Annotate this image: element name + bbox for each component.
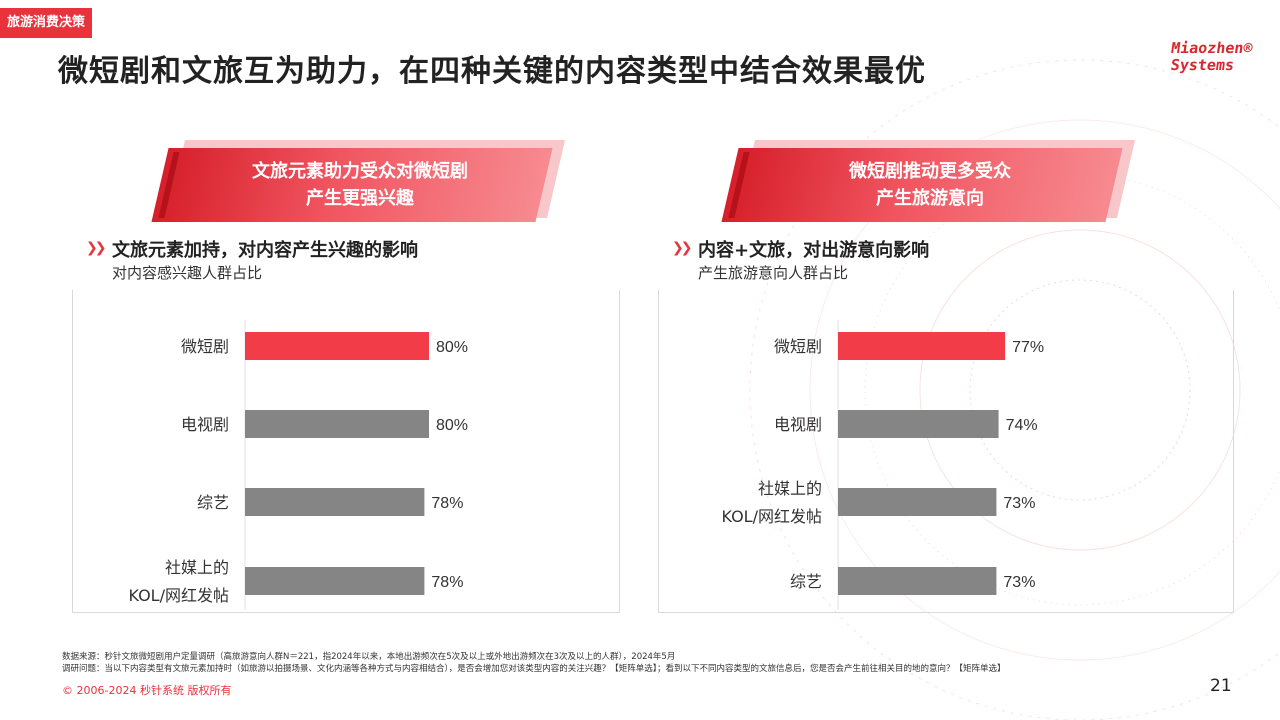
right-chart-value-label-1: 74% xyxy=(1006,417,1038,434)
right-chart-category-label-1: 电视剧 xyxy=(774,415,822,434)
miaozhen-logo: Miaozhen® Systems xyxy=(1168,39,1254,74)
left-chart-category-label-1: 电视剧 xyxy=(181,415,229,434)
left-bar-chart: 80% 微短剧 80% 电视剧 78% 综艺 78% 社媒上的 KOL/网红发帖 xyxy=(128,320,468,610)
left-chart-bar-1 xyxy=(245,410,429,438)
right-chart-bar-1 xyxy=(838,410,999,438)
right-chart-category-label-2: 社媒上的 KOL/网红发帖 xyxy=(721,479,822,526)
logo-line-1: Miaozhen® xyxy=(1170,39,1254,57)
right-chart-category-label-3: 综艺 xyxy=(790,572,822,591)
left-chart-category-label-2: 综艺 xyxy=(197,493,229,512)
left-chart-category-label-0: 微短剧 xyxy=(181,337,229,356)
logo-line-2: Systems xyxy=(1169,56,1236,74)
left-banner-line-2: 产生更强兴趣 xyxy=(306,188,414,209)
right-chart-value-label-0: 77% xyxy=(1012,339,1044,356)
left-chart-value-label-2: 78% xyxy=(431,495,463,512)
data-source-note: 数据来源：秒针文旅微短剧用户定量调研（高旅游意向人群N＝221，指2024年以来… xyxy=(62,652,676,662)
page-number: 21 xyxy=(1210,676,1232,696)
copyright: © 2006-2024 秒针系统 版权所有 xyxy=(62,684,232,697)
right-chart-bar-3 xyxy=(838,567,997,595)
left-chart-bar-0 xyxy=(245,332,429,360)
right-bar-chart: 77% 微短剧 74% 电视剧 73% 社媒上的 KOL/网红发帖 73% 综艺 xyxy=(721,320,1044,610)
right-banner: 微短剧推动更多受众 产生旅游意向 xyxy=(721,140,1136,228)
left-chart-bar-3 xyxy=(245,567,425,595)
left-chart-bar-2 xyxy=(245,488,425,516)
left-chart-category-label-3: 社媒上的 KOL/网红发帖 xyxy=(128,558,229,605)
left-chart-value-label-1: 80% xyxy=(436,417,468,434)
right-chart-subheading: 产生旅游意向人群占比 xyxy=(698,264,849,282)
left-chart-value-label-0: 80% xyxy=(436,339,468,356)
left-banner-line-1: 文旅元素助力受众对微短剧 xyxy=(252,161,468,182)
right-chart-value-label-2: 73% xyxy=(1003,495,1035,512)
section-tag: 旅游消费决策 xyxy=(0,8,92,38)
right-chart-bar-2 xyxy=(838,488,997,516)
left-chart-panel xyxy=(72,290,620,613)
right-chart-category-label-0: 微短剧 xyxy=(774,337,822,356)
right-chart-bar-0 xyxy=(838,332,1006,360)
right-chart-heading: 内容+文旅，对出游意向影响 xyxy=(698,240,930,261)
survey-question-note: 调研问题：当以下内容类型有文旅元素加持时（如旅游以拍摄场景、文化内涵等各种方式与… xyxy=(62,664,1006,674)
right-banner-line-2: 产生旅游意向 xyxy=(876,188,984,209)
page-title: 微短剧和文旅互为助力，在四种关键的内容类型中结合效果最优 xyxy=(58,54,926,89)
right-banner-line-1: 微短剧推动更多受众 xyxy=(849,161,1011,182)
right-chart-panel xyxy=(658,290,1234,613)
chevron-right-icon: ❯❯ xyxy=(672,240,693,256)
chevron-right-icon: ❯❯ xyxy=(86,240,107,256)
left-chart-heading: 文旅元素加持，对内容产生兴趣的影响 xyxy=(112,240,418,261)
left-banner: 文旅元素助力受众对微短剧 产生更强兴趣 xyxy=(151,140,566,228)
right-chart-value-label-3: 73% xyxy=(1003,574,1035,591)
left-chart-subheading: 对内容感兴趣人群占比 xyxy=(112,264,263,282)
left-chart-value-label-3: 78% xyxy=(431,574,463,591)
